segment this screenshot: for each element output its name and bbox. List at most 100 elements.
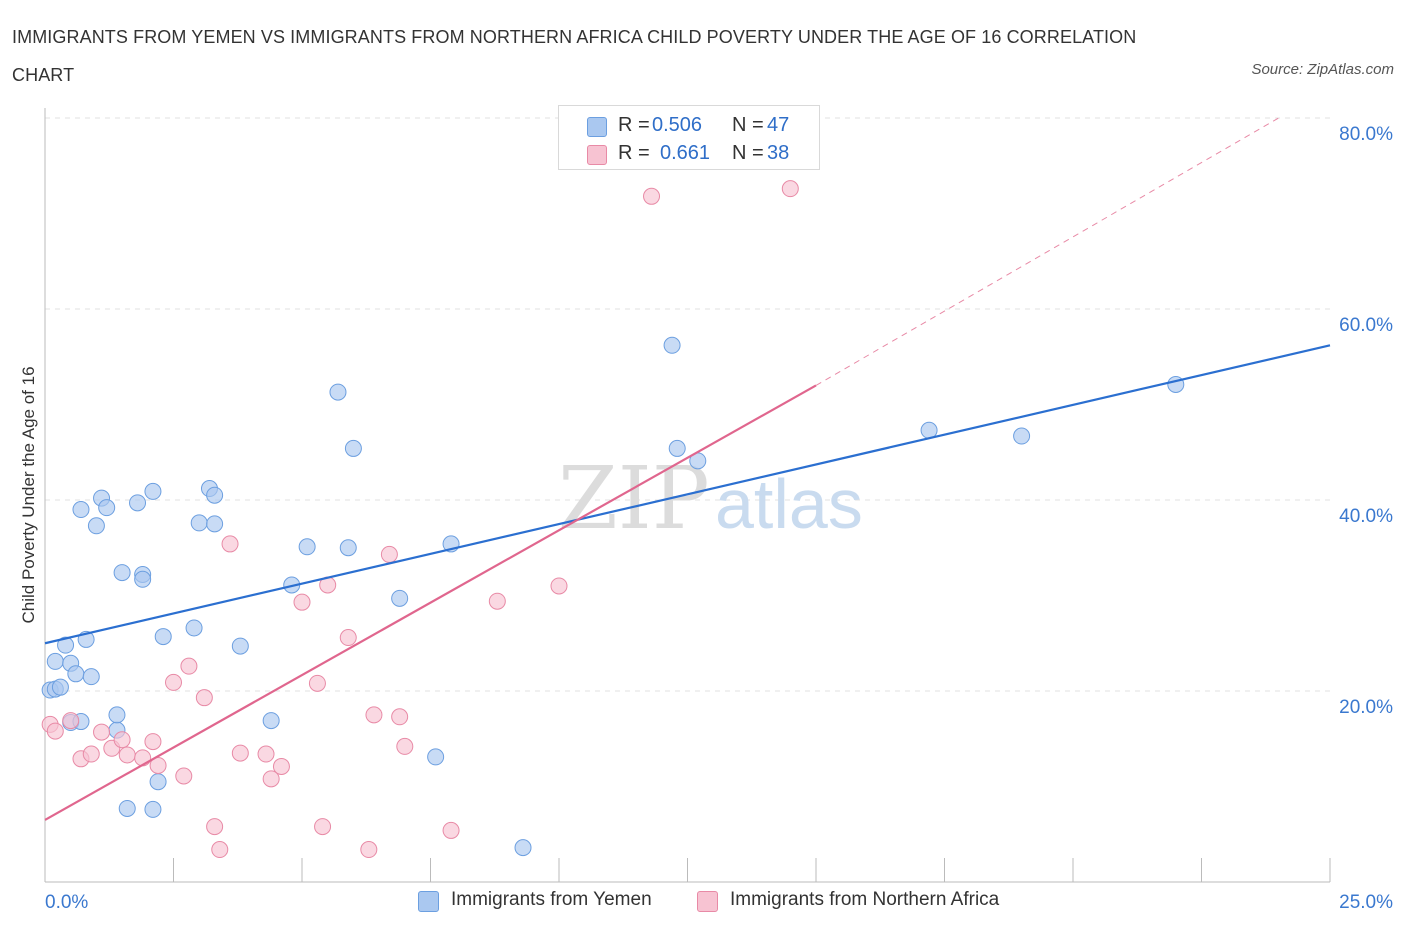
yemen-point <box>118 799 136 817</box>
northern-africa-point <box>257 745 275 763</box>
yemen-point <box>154 628 172 646</box>
yemen-point <box>129 494 147 512</box>
northern-africa-point <box>46 722 64 740</box>
northern-africa-point <box>134 749 152 767</box>
series-swatch-yemen <box>418 891 439 912</box>
watermark-atlas: atlas <box>715 465 863 543</box>
northern-africa-point <box>180 657 198 675</box>
northern-africa-point <box>365 706 383 724</box>
yemen-point <box>46 652 64 670</box>
yemen-point <box>57 636 75 654</box>
legend-r-value-northern-africa: 0.661 <box>660 142 711 164</box>
x-tick-label: 25.0% <box>1339 892 1393 913</box>
northern-africa-point <box>391 708 409 726</box>
northern-africa-point <box>175 767 193 785</box>
northern-africa-point <box>262 770 280 788</box>
northern-africa-point <box>62 712 80 730</box>
y-tick-label: 40.0% <box>1339 506 1393 527</box>
yemen-point <box>185 619 203 637</box>
northern-africa-point <box>221 535 239 553</box>
northern-africa-point <box>165 673 182 691</box>
yemen-point <box>668 439 686 457</box>
yemen-point <box>87 517 105 535</box>
trend-lines <box>44 117 1331 821</box>
northern-africa-point <box>82 745 100 763</box>
northern-africa-point <box>211 841 229 859</box>
yemen-point <box>206 515 224 533</box>
northern-africa-point <box>314 818 332 836</box>
yemen-point <box>144 800 162 818</box>
northern-africa-point <box>339 629 357 647</box>
yemen-point <box>82 668 100 686</box>
yemen-point <box>1013 427 1031 445</box>
legend-swatch-yemen <box>587 117 607 137</box>
yemen-point <box>108 706 126 724</box>
northern-africa-point <box>272 757 290 775</box>
northern-africa-point <box>488 592 506 610</box>
yemen-point <box>344 439 362 457</box>
yemen-point <box>262 712 280 730</box>
legend-r-label: R = <box>618 142 650 164</box>
series-label-northern-africa: Immigrants from Northern Africa <box>730 889 1000 910</box>
legend-n-value-northern-africa: 38 <box>767 142 790 164</box>
yemen-point <box>391 589 409 607</box>
northern-africa-point <box>149 756 167 774</box>
northern-africa-point <box>396 737 414 755</box>
legend-r-label: R = <box>618 114 650 136</box>
y-tick-label: 20.0% <box>1339 697 1393 718</box>
northern-africa-point <box>113 731 131 749</box>
yemen-point <box>514 839 532 857</box>
legend-n-value-yemen: 47 <box>767 114 790 136</box>
yemen-point <box>134 570 152 588</box>
northern-africa-point <box>360 841 378 859</box>
tick-labels: 20.0% 40.0% 60.0% 80.0% 0.0% 25.0% <box>45 124 1393 913</box>
yemen-point <box>206 486 224 504</box>
yemen-point <box>339 539 357 557</box>
y-axis-label: Child Poverty Under the Age of 16 <box>19 366 38 623</box>
northern-africa-trend-line <box>44 384 817 821</box>
yemen-point <box>67 665 85 683</box>
yemen-point <box>231 637 249 655</box>
grid-lines <box>45 117 1330 692</box>
northern-africa-point <box>195 689 213 707</box>
northern-africa-point <box>442 821 460 839</box>
legend-swatch-northern-africa <box>587 145 607 165</box>
legend-r-value-yemen: 0.506 <box>652 114 703 136</box>
series-label-yemen: Immigrants from Yemen <box>451 889 652 910</box>
northern-africa-point <box>144 733 162 751</box>
x-tick-label: 0.0% <box>45 892 88 913</box>
yemen-point <box>149 773 167 791</box>
yemen-trend-line <box>44 344 1331 645</box>
northern-africa-point <box>118 746 136 764</box>
yemen-point <box>98 499 116 517</box>
northern-africa-point <box>380 545 398 563</box>
y-tick-label: 80.0% <box>1339 124 1393 145</box>
yemen-point <box>113 564 131 582</box>
yemen-point <box>329 383 347 401</box>
northern-africa-point <box>206 818 224 836</box>
watermark: ZIP atlas <box>558 449 863 549</box>
northern-africa-point <box>308 674 326 692</box>
yemen-point <box>663 336 681 354</box>
legend-n-label: N = <box>732 114 764 136</box>
yemen-point <box>427 748 445 766</box>
source-label: Source: ZipAtlas.com <box>1251 61 1394 78</box>
northern-africa-point <box>781 180 799 198</box>
northern-africa-trend-extension <box>815 117 1279 386</box>
yemen-point <box>51 678 69 696</box>
yemen-point <box>190 514 208 532</box>
northern-africa-point <box>231 744 249 762</box>
correlation-legend: R = 0.506 N = 47 R = 0.661 N = 38 <box>558 105 820 170</box>
series-swatch-northern-africa <box>697 891 718 912</box>
northern-africa-point <box>93 723 111 741</box>
northern-africa-point <box>293 593 311 611</box>
legend-n-label: N = <box>732 142 764 164</box>
y-tick-label: 60.0% <box>1339 315 1393 336</box>
yemen-point <box>298 538 316 556</box>
axes <box>44 108 1331 883</box>
yemen-point <box>72 501 90 519</box>
yemen-point <box>144 482 162 500</box>
watermark-zip: ZIP <box>558 449 710 549</box>
northern-africa-point <box>550 577 568 595</box>
